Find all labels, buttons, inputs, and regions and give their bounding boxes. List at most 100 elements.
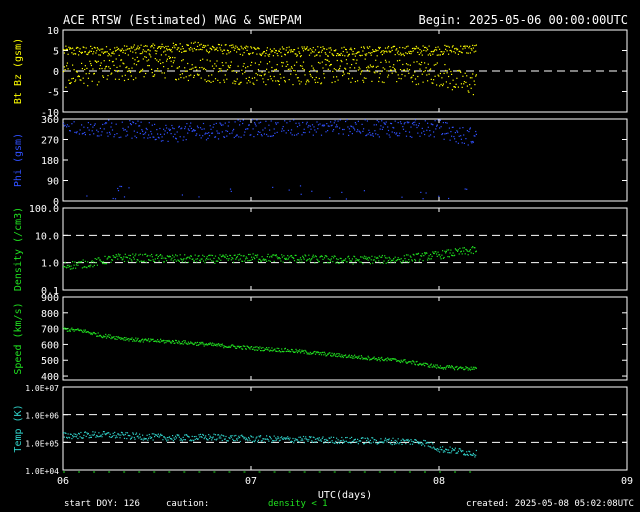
data-point xyxy=(94,258,96,260)
data-point xyxy=(72,329,74,331)
data-point xyxy=(111,72,113,74)
data-point xyxy=(240,255,242,257)
data-point xyxy=(380,438,382,440)
data-point xyxy=(184,67,186,69)
data-point xyxy=(386,360,388,362)
data-point xyxy=(369,439,371,441)
data-point xyxy=(206,439,208,441)
data-point xyxy=(293,49,295,51)
data-point xyxy=(93,72,95,75)
data-point xyxy=(407,361,409,363)
data-point xyxy=(94,431,96,433)
data-point xyxy=(290,351,292,353)
data-point xyxy=(92,431,94,433)
data-point xyxy=(437,251,439,253)
data-point xyxy=(272,350,274,352)
data-point xyxy=(451,135,453,137)
data-point xyxy=(253,46,255,49)
data-point xyxy=(66,48,68,50)
data-point xyxy=(256,436,258,438)
data-point xyxy=(180,76,182,79)
data-point xyxy=(354,67,356,69)
data-point xyxy=(348,54,350,56)
data-point xyxy=(444,64,446,66)
data-point xyxy=(305,47,308,49)
data-point xyxy=(314,255,317,257)
data-point xyxy=(292,257,294,259)
data-point xyxy=(447,45,449,47)
data-point xyxy=(311,441,314,443)
data-point xyxy=(284,258,286,260)
data-point xyxy=(370,442,372,444)
data-point xyxy=(472,368,474,370)
data-point xyxy=(459,70,461,72)
data-point xyxy=(439,254,441,256)
data-point xyxy=(333,50,335,52)
data-point xyxy=(78,75,80,78)
data-point xyxy=(158,70,160,72)
data-point xyxy=(134,255,136,257)
data-point xyxy=(202,68,205,70)
data-point xyxy=(368,440,370,443)
data-point xyxy=(243,134,245,136)
data-point xyxy=(316,71,318,73)
data-point xyxy=(190,127,192,129)
data-point xyxy=(146,434,148,436)
data-point xyxy=(322,351,324,353)
data-point xyxy=(161,136,163,138)
data-point xyxy=(332,70,334,72)
data-point xyxy=(229,45,231,47)
data-point xyxy=(108,131,111,133)
data-point xyxy=(266,435,268,437)
data-point xyxy=(201,128,203,130)
data-point xyxy=(196,45,199,47)
data-point xyxy=(217,260,219,262)
data-point xyxy=(390,51,392,53)
data-point xyxy=(130,124,132,126)
data-point xyxy=(285,437,287,439)
data-point xyxy=(131,137,133,139)
data-point xyxy=(271,441,273,443)
data-point xyxy=(72,53,74,55)
data-point xyxy=(342,442,344,444)
data-point xyxy=(266,47,268,49)
data-point xyxy=(257,254,259,256)
data-point xyxy=(168,256,170,258)
data-point xyxy=(126,338,129,340)
data-point xyxy=(281,254,283,256)
data-point xyxy=(85,47,87,49)
data-point xyxy=(149,136,151,139)
data-point xyxy=(212,126,214,128)
data-point xyxy=(382,67,384,69)
data-point xyxy=(240,435,242,437)
data-point xyxy=(120,136,122,138)
data-point xyxy=(402,128,405,130)
data-point xyxy=(271,50,273,52)
data-point xyxy=(396,360,398,362)
data-point xyxy=(307,49,309,51)
data-point xyxy=(230,436,232,438)
data-point xyxy=(217,257,220,259)
data-point xyxy=(352,440,354,443)
data-point xyxy=(338,54,340,56)
data-point xyxy=(337,353,339,355)
data-point xyxy=(439,72,441,75)
data-point xyxy=(343,259,345,261)
data-point xyxy=(96,84,98,86)
data-point xyxy=(451,254,453,256)
data-point xyxy=(242,436,244,438)
data-point xyxy=(277,122,279,124)
data-point xyxy=(293,134,296,136)
data-point xyxy=(229,346,231,348)
data-point xyxy=(99,334,101,336)
data-point xyxy=(93,51,95,53)
data-point xyxy=(318,437,320,439)
data-point xyxy=(374,439,376,441)
data-point xyxy=(427,259,429,261)
data-point xyxy=(193,76,195,78)
data-point xyxy=(96,129,98,131)
data-point xyxy=(323,48,326,50)
data-point xyxy=(81,267,83,269)
data-point xyxy=(182,343,184,345)
data-point xyxy=(211,65,214,67)
